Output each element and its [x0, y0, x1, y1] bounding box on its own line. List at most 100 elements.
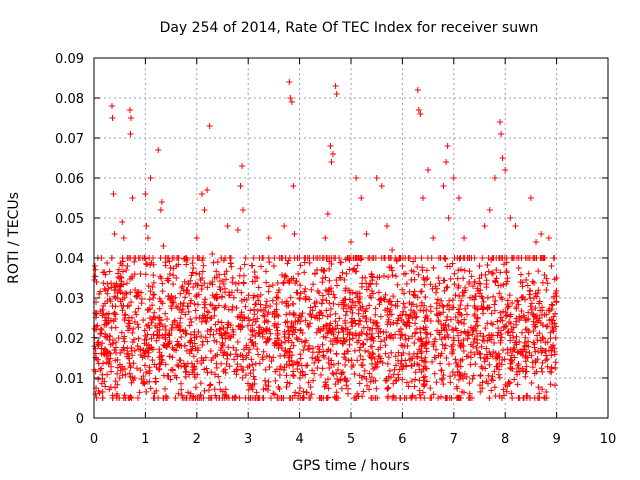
data-point — [536, 300, 543, 307]
data-point — [306, 395, 313, 401]
data-point — [355, 298, 362, 305]
data-point — [250, 255, 257, 261]
data-point — [530, 255, 537, 261]
data-point — [539, 322, 546, 329]
data-point — [469, 376, 476, 383]
data-point — [539, 304, 546, 311]
data-point — [125, 317, 132, 324]
data-point — [177, 326, 184, 333]
data-point — [338, 369, 345, 376]
data-point — [533, 293, 540, 300]
data-point — [112, 378, 119, 385]
data-point — [458, 266, 465, 273]
data-point — [224, 223, 231, 229]
data-point — [119, 262, 126, 269]
data-point — [517, 350, 524, 357]
data-point — [297, 327, 304, 334]
data-point — [321, 267, 328, 274]
data-point — [328, 159, 335, 165]
data-point — [545, 235, 552, 241]
x-axis-title: GPS time / hours — [292, 458, 409, 474]
data-point — [312, 271, 319, 277]
data-point — [215, 302, 222, 309]
data-point — [253, 389, 260, 396]
data-point — [150, 313, 157, 320]
data-point — [187, 390, 194, 397]
data-point — [311, 359, 318, 366]
data-point — [296, 375, 303, 382]
data-point — [386, 332, 393, 339]
data-point — [199, 338, 206, 345]
data-point — [541, 395, 548, 401]
data-point — [260, 386, 267, 393]
data-point — [460, 275, 467, 282]
data-point — [201, 304, 208, 311]
data-point — [288, 99, 295, 105]
data-point — [325, 327, 332, 334]
data-point — [397, 326, 404, 333]
data-point — [116, 275, 123, 281]
data-point — [269, 297, 276, 304]
data-point — [508, 352, 515, 359]
data-point — [394, 303, 401, 309]
data-point — [139, 380, 146, 387]
data-point — [297, 318, 304, 325]
data-point — [175, 261, 182, 268]
data-point — [261, 319, 268, 326]
data-point — [228, 289, 235, 296]
data-point — [278, 345, 285, 352]
data-point — [227, 322, 234, 329]
data-point — [491, 175, 498, 181]
data-point — [458, 329, 465, 336]
data-point — [173, 374, 180, 381]
data-point — [250, 306, 257, 313]
data-point — [438, 321, 445, 328]
data-point — [178, 386, 185, 393]
data-point — [436, 280, 443, 287]
data-point — [126, 302, 133, 309]
data-point — [411, 310, 418, 317]
data-point — [223, 394, 230, 401]
data-point — [114, 290, 121, 297]
data-point — [466, 268, 473, 275]
data-point — [455, 282, 462, 289]
data-point — [494, 332, 501, 339]
data-point — [525, 309, 532, 316]
data-point — [398, 352, 405, 359]
x-tick-label: 8 — [501, 432, 509, 447]
data-point — [336, 315, 343, 322]
data-point — [223, 393, 230, 400]
data-point — [210, 259, 217, 266]
data-point — [319, 279, 326, 286]
data-point — [419, 264, 426, 271]
data-point — [104, 290, 111, 297]
data-point — [461, 370, 468, 377]
data-point — [472, 293, 479, 300]
data-point — [333, 277, 340, 284]
data-point — [182, 369, 189, 376]
data-point — [147, 262, 154, 269]
data-point — [388, 349, 395, 356]
data-point — [134, 395, 141, 401]
data-point — [150, 279, 157, 286]
data-point — [121, 294, 128, 301]
data-point — [443, 317, 450, 324]
data-point — [422, 294, 429, 301]
data-point — [461, 267, 468, 274]
data-point — [162, 310, 169, 317]
data-point — [528, 380, 535, 387]
data-point — [168, 325, 175, 332]
data-point — [316, 346, 323, 353]
data-point — [250, 373, 257, 380]
data-point — [289, 301, 296, 308]
data-point — [427, 317, 434, 324]
data-point — [338, 325, 345, 332]
data-point — [240, 356, 247, 363]
data-point — [339, 269, 346, 276]
data-point — [347, 305, 354, 312]
data-point — [261, 313, 268, 320]
data-point — [133, 311, 140, 318]
data-point — [455, 306, 462, 313]
data-point — [327, 305, 334, 312]
data-point — [500, 347, 507, 354]
